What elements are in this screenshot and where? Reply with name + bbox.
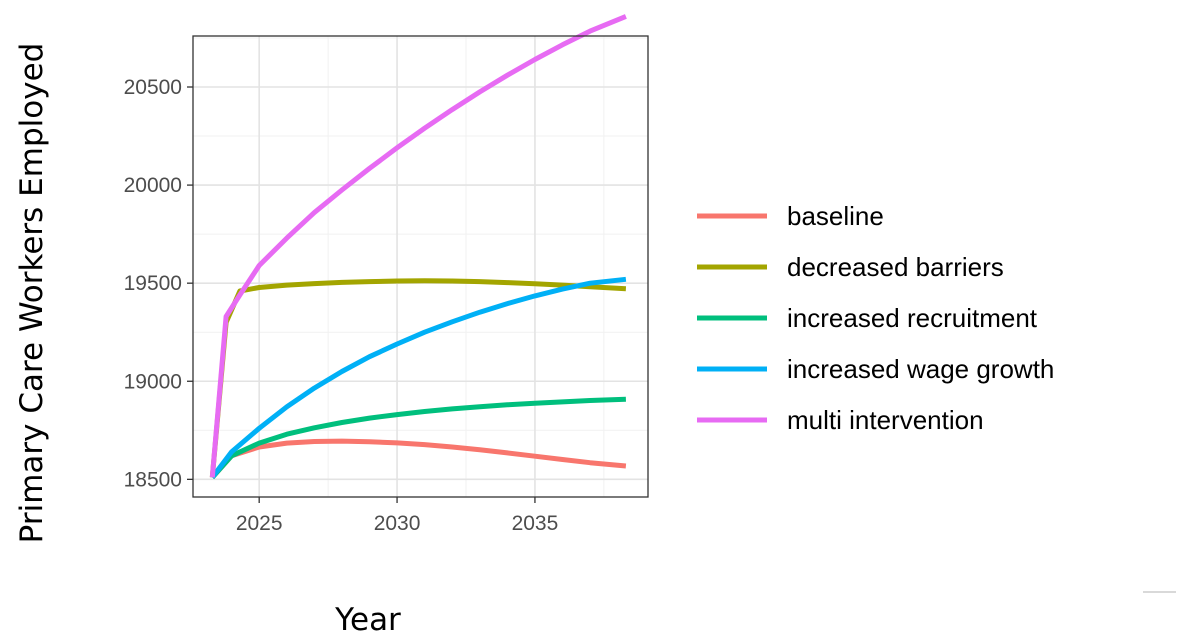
legend-label-increased-recruitment: increased recruitment [787,303,1038,333]
x-tick-label: 2030 [374,512,421,535]
y-axis-title: Primary Care Workers Employed [14,43,50,544]
y-tick-label: 19000 [124,370,182,393]
x-tick-label: 2035 [512,512,559,535]
series-line-increased-recruitment [210,396,626,480]
axis-ticks: 2025 2030 2035 18500 19000 19500 20000 20500 [124,76,559,535]
legend: baseline decreased barriers increased recr… [697,201,1054,435]
x-axis-title: Year [334,602,401,638]
plot-panel-border [192,35,649,498]
y-tick-label: 20000 [124,174,182,197]
series-line-decreased-barriers [209,278,627,478]
x-tick-label: 2025 [236,512,283,535]
series-lines [209,14,627,480]
y-tick-label: 19500 [124,272,182,295]
y-tick-label: 18500 [124,468,182,491]
legend-label-increased-wage-growth: increased wage growth [787,354,1054,384]
y-tick-label: 20500 [124,76,182,99]
legend-label-multi-intervention: multi intervention [787,405,984,435]
legend-label-decreased-barriers: decreased barriers [787,252,1004,282]
series-line-multi-intervention [209,14,627,478]
series-line-increased-wage-growth [210,276,627,479]
series-line-baseline [210,438,627,480]
legend-label-baseline: baseline [787,201,884,231]
